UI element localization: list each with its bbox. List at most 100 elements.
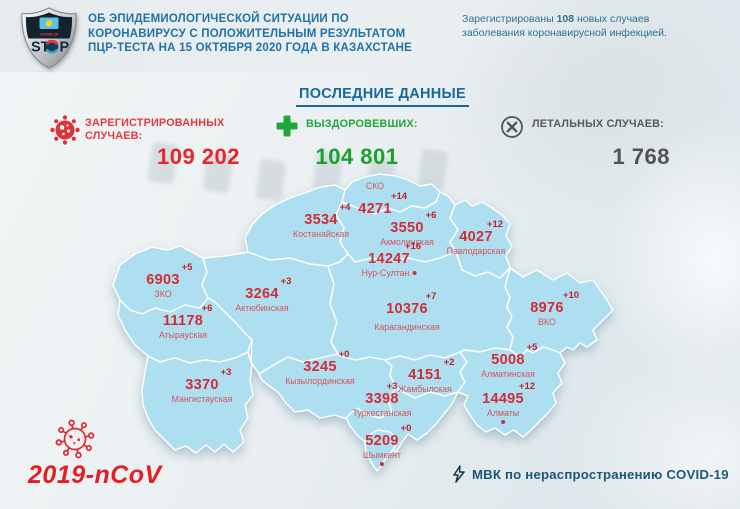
page-title: ОБ ЭПИДЕМИОЛОГИЧЕСКОЙ СИТУАЦИИ ПО КОРОНА…	[88, 12, 412, 56]
region-label-kostanay: +4 3534 Костанайская	[293, 202, 351, 239]
region-cases-value: 3370	[185, 377, 219, 393]
region-name: Атырауская	[158, 329, 208, 340]
region-new-cases-delta: +6	[425, 210, 437, 221]
region-shape-vko	[504, 267, 614, 358]
region-shape-almaty-region	[457, 346, 566, 438]
coronavirus-outline-icon	[55, 419, 95, 459]
region-cases-value: 5209	[365, 433, 399, 449]
region-name: СКО	[365, 181, 385, 191]
region-cases-value: 4271	[358, 200, 392, 217]
region-name: ЗКО	[154, 288, 172, 299]
region-label-kyzylorda: +0 3245 Кызылординская	[285, 350, 355, 385]
region-cases-value: 3534	[304, 212, 338, 228]
region-new-cases-delta: +4	[339, 202, 351, 213]
region-label-almaty_region: +5 5008 Алматинская	[481, 342, 538, 378]
region-label-sko: +14 4271 СКО	[358, 181, 407, 217]
region-new-cases-delta: +0	[400, 423, 412, 434]
region-cases-value: 4027	[459, 229, 493, 245]
lightning-bolt-icon	[453, 465, 465, 483]
ncov-label: 2019-nCoV	[28, 461, 162, 489]
region-label-atyrau: +6 11178 Атырауская	[158, 304, 212, 340]
region-new-cases-delta: +12	[486, 219, 504, 230]
region-cases-value: 11178	[162, 313, 204, 329]
recovered-value: 104 801	[315, 144, 399, 169]
logo-stop-p: P	[60, 40, 70, 56]
region-new-cases-delta: +0	[338, 349, 350, 360]
region-new-cases-delta: +3	[386, 381, 398, 392]
region-cases-value: 8976	[530, 300, 564, 316]
stop-covid-shield-logo: COVID-19 ST P	[21, 7, 77, 69]
region-new-cases-delta: +6	[201, 303, 213, 314]
region-label-mangystau: +3 3370 Мангистауская	[172, 368, 233, 403]
region-name: Шымкент	[362, 449, 402, 460]
region-cases-value: 10376	[386, 301, 428, 317]
title-line-1: ОБ ЭПИДЕМИОЛОГИЧЕСКОЙ СИТУАЦИИ ПО	[88, 13, 349, 25]
region-cases-value: 6903	[146, 272, 180, 288]
region-name: Туркестанская	[352, 407, 412, 418]
region-cases-value: 14495	[482, 391, 524, 407]
region-shape-pavlodar	[449, 199, 513, 279]
region-label-vko: +10 8976 ВКО	[530, 291, 579, 326]
region-label-akmola: +6 3550 Акмолинская	[380, 211, 436, 247]
stop-o-globe-red-arc	[45, 39, 59, 46]
region-new-cases-delta: +14	[390, 190, 408, 202]
stop-o-globe-teal-arc	[45, 48, 59, 54]
new-cases-note: Зарегистрированы 108 новых случаев забол…	[462, 13, 680, 40]
registered-cases-value: 109 202	[156, 144, 240, 169]
region-label-zhambyl: +2 4151 Жамбылская	[398, 357, 455, 394]
region-name: Карагандинская	[374, 321, 440, 332]
city-dot-icon	[500, 420, 505, 425]
region-label-zko: +5 6903 ЗКО	[146, 263, 192, 299]
region-label-pavlodar: +12 4027 Павлодарская	[447, 220, 506, 255]
registered-cases-label: ЗАРЕГИСТРИРОВАННЫХ СЛУЧАЕВ:	[85, 117, 224, 143]
city-dot-icon	[412, 270, 417, 275]
title-line-2: КОРОНАВИРУСУ С ПОЛОЖИТЕЛЬНЫМ РЕЗУЛЬТАТОМ	[88, 27, 406, 40]
latest-data-title: ПОСЛЕДНИЕ ДАННЫЕ	[296, 86, 469, 107]
region-label-shymkent: +0 5209 Шымкент	[362, 424, 411, 467]
region-new-cases-delta: +2	[443, 357, 455, 368]
flag-sun-icon	[45, 20, 53, 27]
registered-label-line2: СЛУЧАЕВ:	[85, 130, 143, 142]
region-label-almaty: +12 14495 Алматы	[482, 382, 535, 425]
region-name: Жамбылская	[398, 383, 452, 394]
region-new-cases-delta: +16	[404, 241, 422, 252]
note-prefix: Зарегистрированы	[462, 13, 557, 25]
region-name: Костанайская	[293, 228, 349, 239]
region-name: Павлодарская	[446, 245, 506, 256]
logo-covid-text: COVID-19	[40, 32, 59, 37]
logo-stop-st: ST	[31, 40, 50, 56]
region-cases-value: 3245	[303, 359, 337, 375]
region-label-aktobe: +3 3264 Актюбинская	[235, 277, 291, 313]
virus-icon	[50, 115, 80, 145]
region-new-cases-delta: +5	[526, 342, 538, 353]
region-name: Акмолинская	[380, 236, 434, 247]
region-new-cases-delta: +3	[220, 367, 232, 378]
title-line-3: ПЦР-ТЕСТА НА 15 ОКТЯБРЯ 2020 ГОДА В КАЗА…	[88, 42, 412, 54]
region-new-cases-delta: +12	[518, 381, 536, 392]
region-label-nursultan: +16 14247 Нур-Султан	[362, 242, 421, 277]
region-new-cases-delta: +10	[562, 290, 580, 301]
region-name: Мангистауская	[171, 393, 233, 404]
deaths-value: 1 768	[612, 144, 670, 169]
circled-x-icon	[501, 116, 523, 138]
region-label-turkestan: +3 3398 Туркестанская	[352, 382, 411, 417]
note-count: 108	[556, 13, 575, 25]
region-cases-value: 4151	[408, 367, 442, 383]
region-cases-value: 3264	[245, 286, 279, 302]
region-cases-value: 3398	[365, 391, 399, 407]
committee-credit: МВК по нераспространению COVID-19	[452, 465, 729, 483]
registered-label-line1: ЗАРЕГИСТРИРОВАННЫХ	[85, 117, 225, 129]
city-dot-icon	[379, 462, 384, 467]
region-new-cases-delta: +7	[425, 291, 437, 302]
note-suffix: новых случаев заболевания коронавирусной…	[462, 13, 667, 39]
recovered-label: ВЫЗДОРОВЕВШИХ:	[306, 118, 418, 130]
plus-icon	[276, 115, 298, 137]
region-label-karaganda: +7 10376 Карагандинская	[374, 292, 440, 331]
region-cases-value: 5008	[491, 352, 525, 368]
committee-text: МВК по нераспространению COVID-19	[472, 466, 729, 482]
deaths-label: ЛЕТАЛЬНЫХ СЛУЧАЕВ:	[532, 118, 664, 130]
region-name: Кызылординская	[285, 375, 355, 386]
region-cases-value: 3550	[390, 220, 424, 236]
region-name: Актюбинская	[235, 302, 289, 313]
